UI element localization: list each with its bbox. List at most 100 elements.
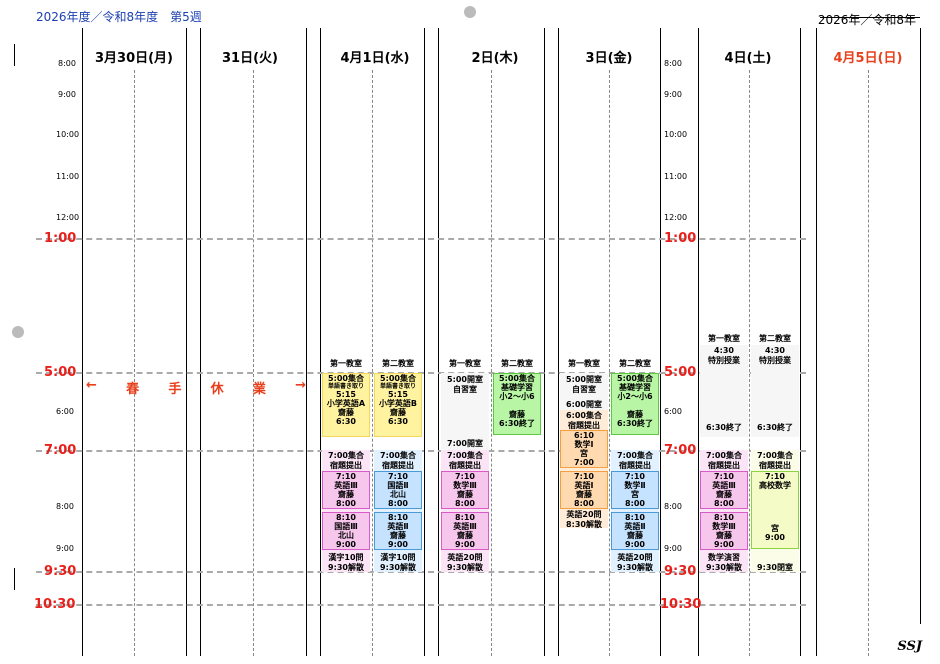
room-label: 第一教室 — [568, 359, 600, 368]
punch-hole-icon — [12, 326, 24, 338]
time-label-big: 9:30 — [44, 564, 77, 579]
class-session[interactable]: 8:10 英語Ⅲ 齋藤 9:00 — [441, 512, 489, 550]
grid-line — [424, 28, 425, 656]
session-note: 漢字10問 9:30解散 — [328, 553, 364, 572]
day-header-mon: 3月30日(月) — [94, 51, 174, 66]
grid-line — [544, 28, 545, 656]
grid-line — [320, 28, 321, 656]
session-special[interactable]: 4:30 特別授業 — [708, 346, 740, 365]
class-session[interactable]: 5:00集合 単語書き取り 5:15 小学英語B 齋藤 6:30 — [374, 373, 422, 437]
session-meet: 7:00集合 宿題提出 — [380, 451, 416, 470]
session-sub: 単語書き取り — [327, 383, 364, 390]
class-session[interactable]: 8:10 国語Ⅲ 北山 9:00 — [322, 512, 370, 550]
time-label: 11:00 — [664, 172, 688, 181]
grid-line — [920, 28, 921, 624]
time-label: 9:00 — [664, 544, 682, 553]
grid-line — [816, 28, 817, 656]
session-end: 6:30終了 — [706, 423, 742, 432]
time-label: 9:00 — [664, 90, 682, 99]
session-start: 5:15 — [388, 390, 408, 399]
class-session[interactable]: 8:10 英語Ⅱ 齋藤 9:00 — [611, 512, 659, 550]
class-session[interactable]: 5:00集合 基礎学習 小2～小6 齋藤 6:30終了 — [611, 373, 659, 435]
session-background — [700, 450, 748, 572]
time-label: 6:00 — [56, 407, 74, 416]
time-label-big: 7:00 — [664, 443, 697, 458]
grid-line — [82, 28, 83, 656]
class-session[interactable]: 5:00集合 基礎学習 小2～小6 齋藤 6:30終了 — [493, 373, 541, 435]
session-end: 6:30 — [336, 417, 356, 426]
time-label: 9:00 — [56, 544, 74, 553]
session-note: 漢字10問 9:30解散 — [380, 553, 416, 572]
session-meet: 5:00集合 — [328, 374, 364, 383]
session-open: 6:00開室 — [566, 400, 602, 409]
grid-dash — [868, 70, 869, 656]
grid-line — [558, 28, 559, 656]
class-session[interactable]: 7:10 国語Ⅱ 北山 8:00 — [374, 471, 422, 509]
day-header-sat: 4日(土) — [724, 51, 772, 66]
time-label: 11:00 — [56, 172, 80, 181]
session-meet: 5:00集合 — [380, 374, 416, 383]
class-session[interactable]: 7:10 数学Ⅱ 宮 8:00 — [611, 471, 659, 509]
session-end: 6:30 — [388, 417, 408, 426]
class-session[interactable]: 5:00集合 単語書き取り 5:15 小学英語A 齋藤 6:30 — [322, 373, 370, 437]
grid-line — [800, 28, 801, 656]
session-open: 5:00開室 自習室 — [447, 375, 483, 394]
session-background — [751, 345, 799, 437]
year-label: 2026年／令和8年 — [817, 13, 916, 27]
class-session[interactable]: 8:10 英語Ⅱ 齋藤 9:00 — [374, 512, 422, 550]
class-session[interactable]: 7:10 英語Ⅲ 齋藤 8:00 — [322, 471, 370, 509]
grid-line — [200, 28, 201, 656]
grid-line — [698, 28, 699, 656]
room-label: 第二教室 — [759, 334, 791, 343]
room-label: 第二教室 — [382, 359, 414, 368]
session-background — [322, 450, 370, 572]
time-line — [36, 604, 806, 606]
margin-mark — [14, 44, 15, 66]
grid-dash — [134, 70, 135, 656]
session-start: 5:15 — [336, 390, 356, 399]
grid-line — [438, 28, 439, 656]
class-session[interactable]: 7:10 高校数学 宮 9:00 — [751, 471, 799, 549]
session-special[interactable]: 4:30 特別授業 — [759, 346, 791, 365]
session-note: 英語20問 8:30解散 — [566, 510, 602, 529]
session-background — [441, 450, 489, 572]
class-session[interactable]: 6:10 数学Ⅰ 宮 7:00 — [560, 430, 608, 468]
day-header-wed: 4月1日(水) — [340, 51, 410, 66]
time-label: 8:00 — [664, 502, 682, 511]
room-label: 第一教室 — [708, 334, 740, 343]
grid-line — [660, 28, 661, 656]
session-course: 小学英語A — [326, 399, 366, 408]
session-meet: 7:00集合 宿題提出 — [617, 451, 653, 470]
class-session[interactable]: 7:10 英語Ⅲ 齋藤 8:00 — [700, 471, 748, 509]
room-label: 第一教室 — [449, 359, 481, 368]
grid-dash — [749, 70, 750, 656]
day-header-fri: 3日(金) — [585, 51, 633, 66]
time-label-big: 5:00 — [44, 365, 77, 380]
time-line — [36, 238, 806, 240]
margin-mark — [14, 568, 15, 590]
grid-dash — [491, 70, 492, 656]
session-meet: 7:00集合 宿題提出 — [706, 451, 742, 470]
time-label-big: 9:30 — [664, 564, 697, 579]
time-label: 6:00 — [664, 407, 682, 416]
spring-break-char: 春 — [126, 382, 140, 397]
room-label: 第二教室 — [619, 359, 651, 368]
room-label: 第一教室 — [330, 359, 362, 368]
time-label-big: 7:00 — [44, 443, 77, 458]
session-background — [374, 450, 422, 572]
session-note: 数学演習 9:30解散 — [706, 553, 742, 572]
session-end: 6:30終了 — [757, 423, 793, 432]
session-open: 5:00開室 自習室 — [566, 375, 602, 394]
time-line — [36, 571, 806, 573]
session-note: 英語20問 9:30解散 — [617, 553, 653, 572]
class-session[interactable]: 8:10 数学Ⅲ 齋藤 9:00 — [700, 512, 748, 550]
session-course: 小学英語B — [378, 399, 418, 408]
arrow-left-icon: ← — [86, 378, 97, 393]
arrow-right-icon: → — [295, 378, 306, 393]
time-label: 10:00 — [664, 130, 688, 139]
class-session[interactable]: 7:10 数学Ⅲ 齋藤 8:00 — [441, 471, 489, 509]
day-header-sun: 4月5日(日) — [833, 51, 903, 66]
session-teacher: 齋藤 — [338, 408, 354, 417]
class-session[interactable]: 7:10 英語Ⅰ 齋藤 8:00 — [560, 471, 608, 509]
time-label: 8:00 — [56, 502, 74, 511]
